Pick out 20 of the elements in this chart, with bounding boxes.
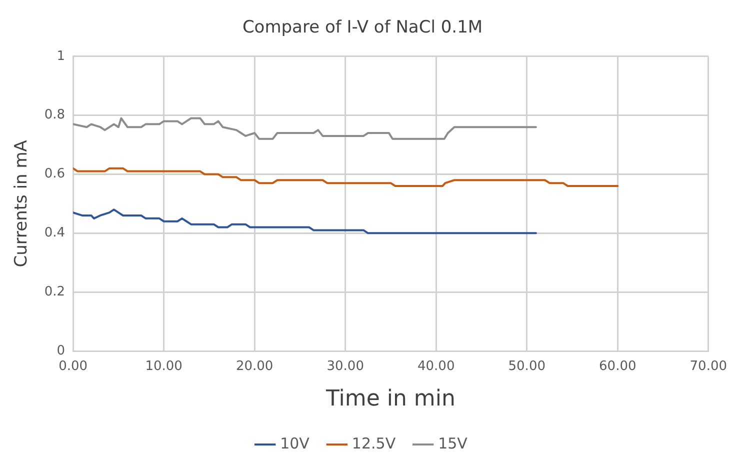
x-axis-title: Time in min — [325, 386, 456, 412]
y-tick-label: 0.4 — [44, 226, 66, 241]
y-tick-label: 1 — [56, 48, 66, 64]
y-tick-label: 0.8 — [44, 108, 66, 123]
x-tick-label: 30.00 — [326, 359, 364, 374]
x-tick-label: 10.00 — [145, 359, 182, 374]
chart-title: Compare of I-V of NaCl 0.1M — [242, 18, 483, 38]
x-tick-label: 40.00 — [418, 359, 455, 374]
x-tick-label: 70.00 — [690, 359, 727, 374]
x-tick-label: 20.00 — [236, 359, 274, 374]
y-tick-label: 0.2 — [44, 284, 66, 300]
x-tick-label: 0.00 — [58, 359, 88, 374]
x-tick-label: 50.00 — [508, 359, 546, 374]
legend-label: 10V — [280, 434, 310, 452]
legend-label: 12.5V — [352, 434, 396, 452]
x-tick-label: 60.00 — [599, 359, 636, 374]
y-tick-label: 0.6 — [44, 166, 66, 182]
y-axis-title: Currents in mA — [12, 140, 32, 268]
legend-label: 15V — [438, 434, 468, 452]
y-tick-label: 0 — [56, 343, 66, 358]
